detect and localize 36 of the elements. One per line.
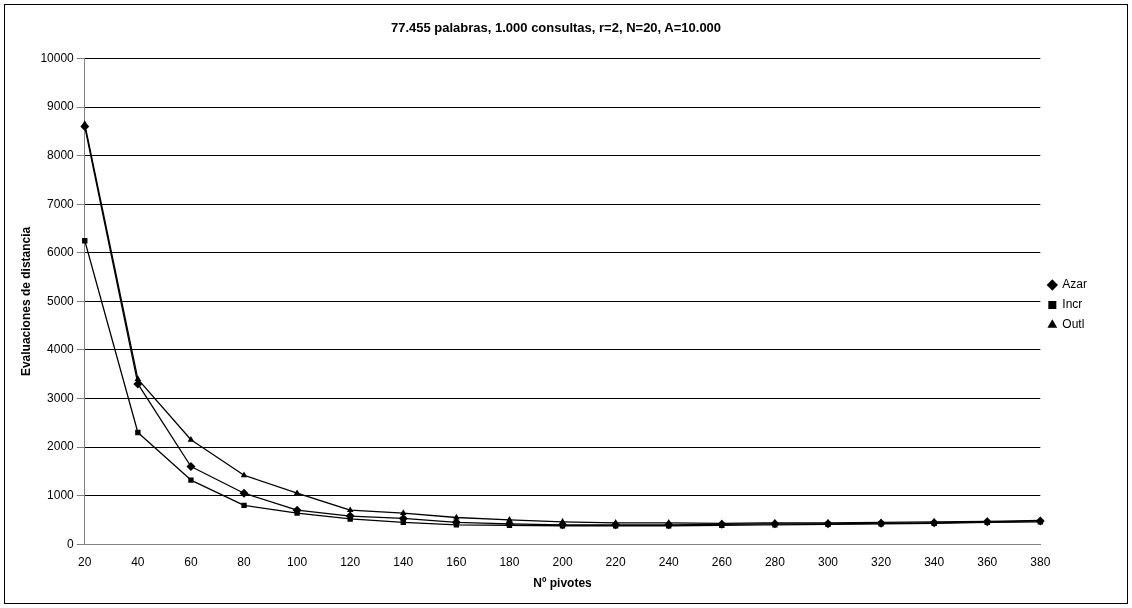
x-axis-title: Nº pivotes (533, 576, 593, 591)
y-tick-label: 8000 (47, 148, 75, 163)
x-tick-label: 340 (924, 554, 945, 569)
x-tick-label: 360 (977, 554, 998, 569)
x-tick-label: 80 (237, 554, 252, 569)
x-tick-label: 120 (340, 554, 361, 569)
x-tick-label: 220 (605, 554, 626, 569)
x-tick-label: 160 (446, 554, 467, 569)
y-tick-label: 1000 (47, 487, 75, 502)
y-tick-label: 0 (67, 536, 75, 551)
x-tick-label: 320 (871, 554, 892, 569)
x-tick-label: 200 (552, 554, 573, 569)
x-tick-label: 60 (184, 554, 198, 569)
x-tick-label: 140 (393, 554, 414, 569)
chart-title: 77.455 palabras, 1.000 consultas, r=2, N=20, A=10.000 (390, 20, 722, 36)
x-tick-label: 20 (78, 554, 92, 569)
legend-label: Incr (1062, 297, 1083, 312)
x-tick-label: 100 (287, 554, 308, 569)
y-tick-label: 3000 (47, 390, 75, 405)
x-tick-label: 240 (658, 554, 680, 569)
y-tick-label: 7000 (47, 196, 75, 211)
x-tick-label: 180 (499, 554, 520, 569)
x-tick-label: 300 (817, 554, 839, 569)
y-tick-label: 9000 (47, 99, 75, 114)
x-tick-label: 380 (1030, 554, 1051, 569)
y-tick-label: 4000 (47, 342, 75, 357)
y-tick-label: 10000 (40, 50, 75, 65)
y-axis-title: Evaluaciones de distancia (18, 226, 33, 377)
y-tick-label: 6000 (47, 245, 75, 260)
legend-label: Azar (1062, 277, 1088, 292)
x-tick-label: 280 (764, 554, 786, 569)
legend-label: Outl (1062, 317, 1085, 332)
x-tick-label: 40 (131, 554, 145, 569)
y-tick-label: 2000 (47, 439, 75, 454)
x-tick-label: 260 (711, 554, 733, 569)
y-tick-label: 5000 (47, 293, 75, 308)
